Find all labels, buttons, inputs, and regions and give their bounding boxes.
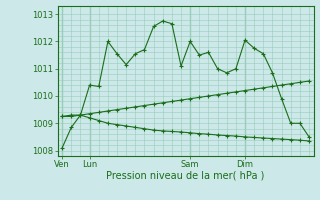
X-axis label: Pression niveau de la mer( hPa ): Pression niveau de la mer( hPa ) — [107, 171, 265, 181]
